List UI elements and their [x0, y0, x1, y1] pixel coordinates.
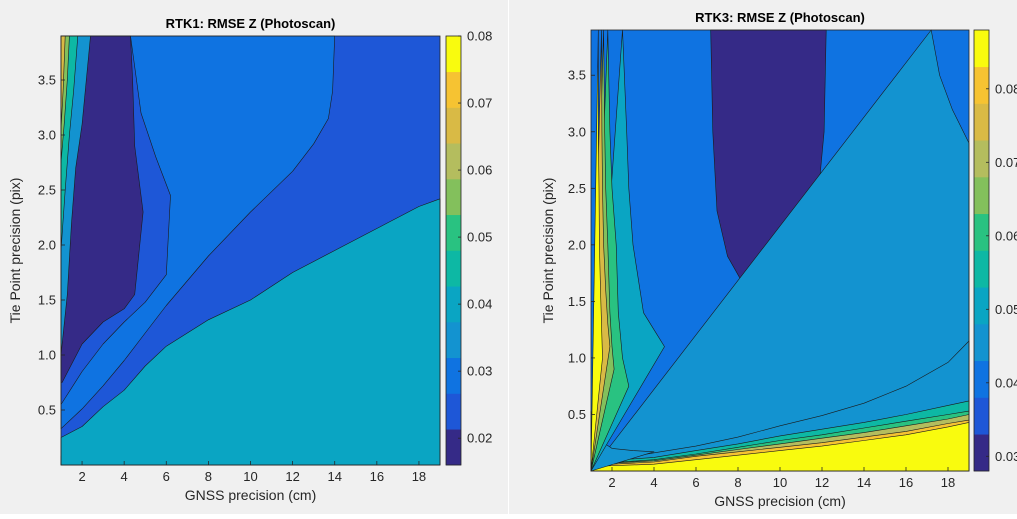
contour-level: [590, 29, 603, 472]
x-tick-label: 4: [650, 475, 657, 490]
colorbar-segment: [974, 30, 989, 68]
y-axis-label: Tie Point precision (pix): [540, 178, 556, 324]
x-tick-label: 16: [899, 475, 913, 490]
colorbar-segment: [446, 357, 461, 394]
chart-title: RTK1: RMSE Z (Photoscan): [166, 16, 336, 31]
y-tick-label: 0.5: [38, 403, 56, 418]
y-tick-label: 1.0: [38, 348, 56, 363]
colorbar-segment: [974, 103, 989, 141]
x-tick-label: 14: [857, 475, 871, 490]
y-tick-label: 3.0: [568, 124, 586, 139]
chart-panel-rtk3: 2 4 6 8 10 12 14 16 18 0.5 1.0 1.5 2.0 2.5 3.0 3.5 RTK3:…: [509, 0, 1017, 514]
colorbar-segment: [446, 71, 461, 108]
chart-title: RTK3: RMSE Z (Photoscan): [695, 10, 865, 25]
x-axis-label: GNSS precision (cm): [714, 493, 845, 509]
colorbar-segment: [974, 434, 989, 472]
colorbar-tick-label: 0.06: [995, 228, 1017, 243]
colorbar-segment: [446, 393, 461, 430]
colorbar: 0.03 0.04 0.05 0.06 0.07 0.08: [973, 29, 1017, 472]
x-tick-label: 2: [608, 475, 615, 490]
x-tick-label: 18: [412, 469, 426, 484]
y-tick-label: 2.0: [38, 238, 56, 253]
y-tick-label: 1.0: [568, 350, 586, 365]
y-tick-label: 0.5: [568, 407, 586, 422]
contour-regions: [60, 35, 441, 466]
y-tick-label: 1.5: [568, 294, 586, 309]
colorbar-tick-label: 0.08: [995, 81, 1017, 96]
colorbar-segment: [446, 107, 461, 144]
x-tick-label: 18: [941, 475, 955, 490]
colorbar-segment: [974, 66, 989, 104]
contour-chart-rtk3: 2 4 6 8 10 12 14 16 18 0.5 1.0 1.5 2.0 2.5 3.0 3.5 RTK3:…: [540, 10, 1017, 509]
colorbar-segment: [446, 429, 461, 466]
x-tick-label: 12: [285, 469, 299, 484]
colorbar-segment: [974, 213, 989, 251]
colorbar-segment: [446, 179, 461, 216]
x-tick-label: 2: [78, 469, 85, 484]
x-tick-label: 6: [163, 469, 170, 484]
x-tick-label: 6: [692, 475, 699, 490]
colorbar-segment: [974, 177, 989, 215]
x-tick-label: 4: [121, 469, 128, 484]
colorbar-segment: [974, 140, 989, 178]
y-tick-label: 3.5: [38, 73, 56, 88]
colorbar-segment: [446, 214, 461, 251]
x-tick-label: 16: [370, 469, 384, 484]
colorbar-segment: [446, 250, 461, 287]
y-tick-label: 3.0: [38, 128, 56, 143]
colorbar-tick-label: 0.06: [467, 163, 492, 178]
colorbar-segment: [446, 286, 461, 323]
colorbar-tick-label: 0.02: [467, 431, 492, 446]
colorbar-segment: [974, 397, 989, 435]
colorbar-tick-label: 0.07: [467, 96, 492, 111]
x-tick-label: 12: [815, 475, 829, 490]
colorbar-segment: [974, 360, 989, 398]
y-tick-label: 3.5: [568, 68, 586, 83]
colorbar-tick-label: 0.04: [467, 297, 492, 312]
y-axis-label: Tie Point precision (pix): [7, 178, 23, 324]
colorbar-segment: [446, 322, 461, 359]
x-tick-label: 10: [243, 469, 257, 484]
chart-panel-rtk1: 2 4 6 8 10 12 14 16 18 0.5 1.0 1.5 2.0 2.5 3.0 3.5 RTK1:…: [0, 0, 508, 514]
colorbar-segment: [974, 324, 989, 362]
x-axis-label: GNSS precision (cm): [185, 487, 316, 503]
x-tick-label: 8: [734, 475, 741, 490]
x-tick-label: 10: [773, 475, 787, 490]
colorbar-tick-label: 0.05: [467, 230, 492, 245]
contour-chart-rtk1: 2 4 6 8 10 12 14 16 18 0.5 1.0 1.5 2.0 2.5 3.0 3.5 RTK1:…: [7, 16, 492, 503]
contour-regions: [590, 29, 970, 472]
y-tick-label: 1.5: [38, 293, 56, 308]
colorbar-segment: [446, 36, 461, 73]
y-tick-label: 2.5: [568, 181, 586, 196]
colorbar-segment: [974, 250, 989, 288]
colorbar-frame: [973, 29, 990, 472]
colorbar-tick-label: 0.03: [467, 364, 492, 379]
colorbar-segment: [974, 287, 989, 325]
colorbar-tick-label: 0.07: [995, 155, 1017, 170]
colorbar-tick-label: 0.04: [995, 375, 1017, 390]
colorbar-tick-label: 0.08: [467, 29, 492, 44]
colorbar-tick-label: 0.05: [995, 302, 1017, 317]
x-tick-label: 14: [327, 469, 341, 484]
y-tick-label: 2.0: [568, 237, 586, 252]
colorbar-frame: [445, 35, 462, 466]
x-tick-label: 8: [205, 469, 212, 484]
colorbar: 0.02 0.03 0.04 0.05 0.06 0.07 0.08: [445, 29, 492, 466]
colorbar-tick-label: 0.03: [995, 449, 1017, 464]
y-tick-label: 2.5: [38, 183, 56, 198]
colorbar-segment: [446, 143, 461, 180]
